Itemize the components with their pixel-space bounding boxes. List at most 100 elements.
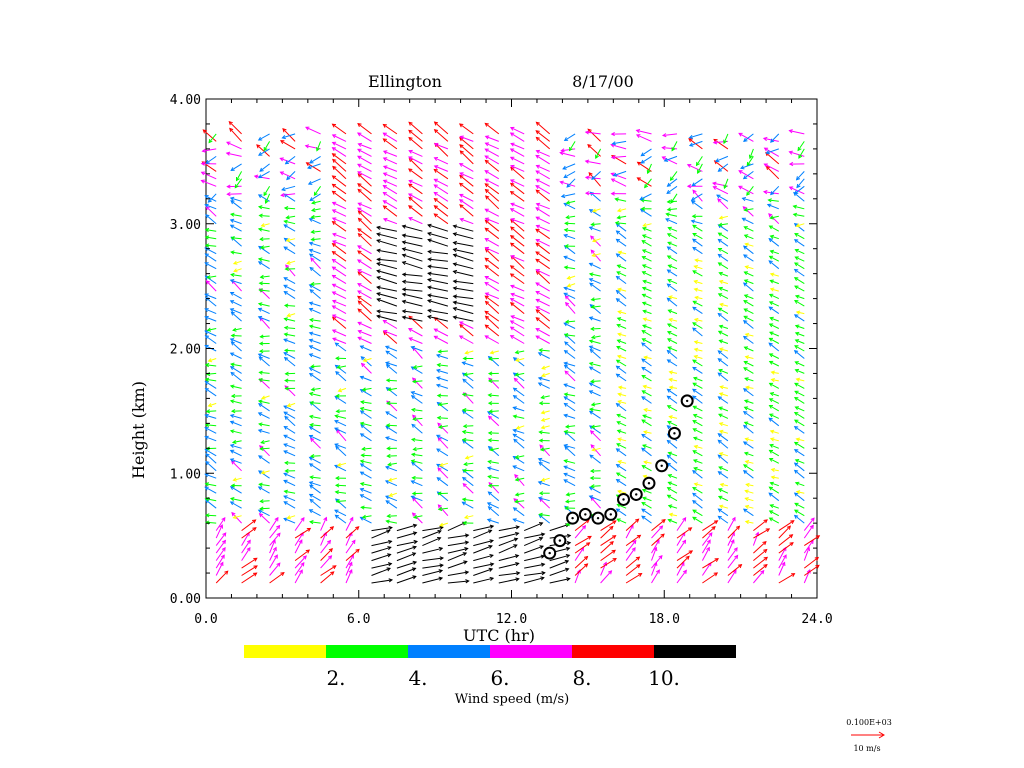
wind-vector-head [204, 247, 209, 252]
wind-vector-shaft [510, 298, 525, 307]
wind-vector-shaft [438, 402, 448, 406]
wind-vector-head [487, 371, 493, 376]
wind-vector-shaft [488, 460, 499, 464]
wind-vector-head [509, 191, 515, 195]
wind-vector-shaft [408, 217, 423, 225]
wind-vector-head [257, 307, 263, 312]
wind-vector-head [259, 499, 264, 504]
wind-vector-shaft [485, 315, 500, 329]
wind-vector-head [514, 531, 520, 536]
wind-vector-shaft [744, 361, 754, 367]
wind-vector-shaft [383, 185, 398, 195]
wind-vector-head [592, 238, 597, 243]
wind-vector-shaft [510, 167, 525, 180]
wind-vector-shaft [434, 157, 449, 165]
wind-vector-head [744, 520, 750, 525]
wind-vector-head [284, 371, 289, 376]
wind-vector-head [795, 310, 801, 315]
wind-vector-shaft [473, 554, 494, 562]
wind-vector-shaft [689, 140, 703, 147]
wind-vector-head [688, 138, 693, 143]
wind-vector-shaft [617, 490, 627, 494]
wind-vector-head [204, 296, 210, 301]
wind-vector-head [795, 437, 801, 442]
wind-vector-head [411, 423, 416, 428]
wind-vector-shaft [436, 463, 449, 472]
wind-vector-shaft [263, 141, 271, 151]
wind-vector-shaft [766, 166, 780, 180]
wind-vector-head [535, 242, 540, 247]
wind-vector-head [666, 233, 672, 237]
wind-vector-head [207, 358, 213, 363]
wind-vector-head [313, 191, 318, 197]
wind-vector-head [667, 504, 673, 509]
wind-vector-head [310, 257, 315, 262]
wind-vector-shaft [453, 270, 474, 277]
wind-vector-head [666, 207, 672, 212]
wind-vector-head [744, 377, 749, 382]
wind-vector-head [587, 535, 592, 540]
wind-vector-head [334, 364, 339, 369]
wind-vector-head [437, 504, 442, 509]
wind-vector-head [257, 194, 263, 199]
wind-vector-shaft [742, 206, 754, 217]
wind-vector-head [509, 235, 515, 240]
wind-vector-head [229, 384, 235, 389]
wind-vector-head [541, 571, 546, 576]
wind-vector-head [331, 123, 337, 128]
wind-vector-head [464, 533, 470, 538]
wind-vector-shaft [719, 452, 729, 457]
wind-vector-head [258, 151, 263, 156]
wind-vector-head [560, 194, 566, 199]
wind-vector-shaft [641, 342, 652, 352]
wind-vector-shaft [371, 546, 391, 554]
wind-vector-shaft [280, 140, 296, 150]
wind-vector-head [793, 239, 799, 244]
wind-vector-shaft [719, 303, 729, 307]
wind-vector-shaft [335, 514, 347, 524]
wind-vector-head [376, 276, 381, 281]
wind-vector-shaft [574, 519, 590, 531]
wind-vector-head [615, 365, 621, 370]
wind-vector-head [661, 145, 666, 151]
wind-vector-shaft [409, 337, 423, 344]
wind-vector-shaft [549, 554, 570, 562]
wind-vector-head [692, 238, 697, 243]
wind-vector-head [308, 331, 314, 336]
wind-vector-shaft [437, 467, 449, 479]
wind-vector-shaft [535, 130, 551, 142]
wind-vector-shaft [311, 365, 321, 368]
wind-vector-head [509, 273, 515, 278]
wind-vector-shaft [376, 262, 398, 270]
wind-vector-shaft [383, 179, 398, 187]
wind-vector-shaft [794, 419, 805, 427]
wind-vector-head [692, 395, 697, 400]
wind-vector-shaft [473, 540, 494, 547]
wind-vector-head [535, 170, 540, 175]
wind-vector-shaft [538, 514, 551, 524]
wind-vector-head [614, 220, 620, 226]
wind-vector-head [642, 223, 647, 228]
wind-vector-head [387, 562, 393, 567]
wind-vector-head [452, 315, 458, 320]
y-tick-label: 0.00 [170, 592, 201, 607]
wind-vector-head [565, 554, 571, 559]
wind-vector-shaft [719, 430, 729, 434]
wind-vector-shaft [625, 564, 641, 576]
wind-vector-head [357, 142, 362, 147]
wind-vector-shaft [694, 341, 703, 344]
wind-vector-head [693, 287, 699, 292]
wind-vector-head [711, 181, 717, 186]
wind-vector-head [437, 402, 443, 407]
wind-vector-shaft [377, 258, 397, 262]
wind-vector-shaft [588, 172, 601, 187]
wind-vector-shaft [258, 316, 270, 322]
wind-vector-head [642, 414, 647, 419]
wind-vector-head [411, 475, 416, 481]
wind-vector-shaft [513, 387, 525, 397]
wind-vector-head [458, 199, 464, 204]
wind-vector-shaft [357, 250, 372, 262]
wind-vector-head [565, 522, 570, 527]
wind-vector-head [535, 164, 540, 169]
wind-vector-shaft [794, 426, 805, 434]
